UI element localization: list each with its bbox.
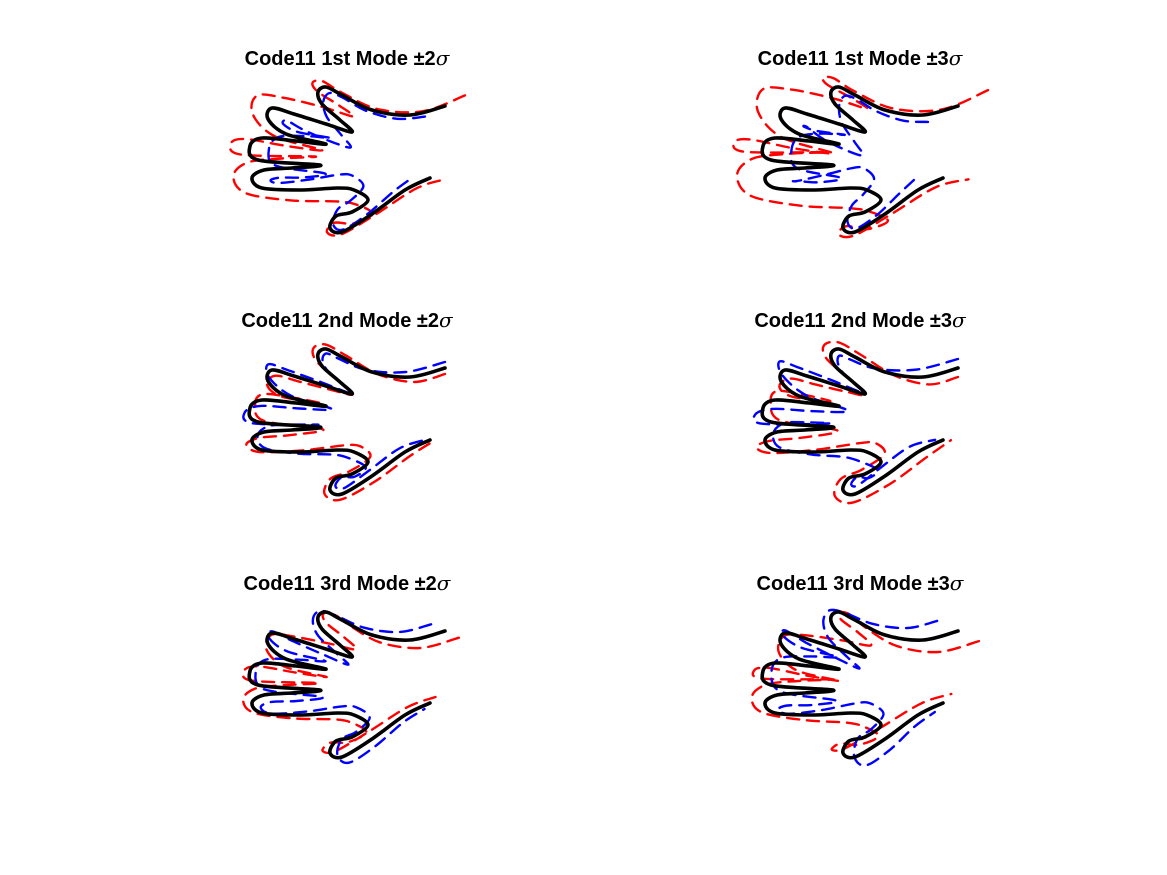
subplot-title-text: Code11 1st Mode ±2 bbox=[245, 48, 436, 70]
subplot-title-symbol: σ bbox=[437, 571, 452, 595]
series-minus-line bbox=[770, 608, 939, 767]
subplot-title-symbol: σ bbox=[439, 308, 454, 332]
series-minus-line bbox=[267, 91, 427, 232]
series-plus-line bbox=[241, 611, 461, 755]
subplot-title-text: Code11 2nd Mode ±3 bbox=[754, 310, 952, 332]
subplot-title-symbol: σ bbox=[952, 308, 967, 332]
series-mean-line bbox=[760, 610, 960, 760]
series-plus-line bbox=[228, 79, 467, 237]
series-minus-line bbox=[242, 352, 447, 491]
subplot-title: Code11 2nd Mode ±3σ bbox=[754, 308, 967, 332]
series-mean-line bbox=[760, 347, 960, 497]
subplot-title: Code11 1st Mode ±2σ bbox=[245, 46, 451, 70]
subplot-title-symbol: σ bbox=[436, 46, 451, 70]
series-mean-line bbox=[247, 347, 447, 497]
subplot-title: Code11 2nd Mode ±2σ bbox=[241, 308, 454, 332]
series-minus-line bbox=[254, 609, 433, 765]
subplot-title-symbol: σ bbox=[949, 46, 964, 70]
subplot-title-symbol: σ bbox=[950, 571, 965, 595]
series-mean-line bbox=[760, 85, 960, 235]
series-mean-line bbox=[247, 85, 447, 235]
subplot-title: Code11 1st Mode ±3σ bbox=[758, 46, 964, 70]
series-plus-line bbox=[750, 610, 981, 752]
series-minus-line bbox=[789, 94, 930, 230]
subplot-title: Code11 3rd Mode ±3σ bbox=[757, 571, 965, 595]
subplot-1: Code11 1st Mode ±2σ bbox=[228, 46, 467, 237]
series-mean-line bbox=[247, 610, 447, 760]
subplot-5: Code11 3rd Mode ±2σ bbox=[241, 571, 461, 765]
subplot-title-text: Code11 2nd Mode ±2 bbox=[241, 310, 439, 332]
subplot-4: Code11 2nd Mode ±3σ bbox=[752, 308, 967, 505]
subplot-title-text: Code11 3rd Mode ±2 bbox=[244, 573, 437, 595]
subplot-title: Code11 3rd Mode ±2σ bbox=[244, 571, 452, 595]
subplot-6: Code11 3rd Mode ±3σ bbox=[750, 571, 981, 767]
subplot-title-text: Code11 3rd Mode ±3 bbox=[757, 573, 950, 595]
subplot-3: Code11 2nd Mode ±2σ bbox=[241, 308, 454, 502]
subplot-2: Code11 1st Mode ±3σ bbox=[732, 46, 990, 239]
subplot-title-text: Code11 1st Mode ±3 bbox=[758, 48, 949, 70]
